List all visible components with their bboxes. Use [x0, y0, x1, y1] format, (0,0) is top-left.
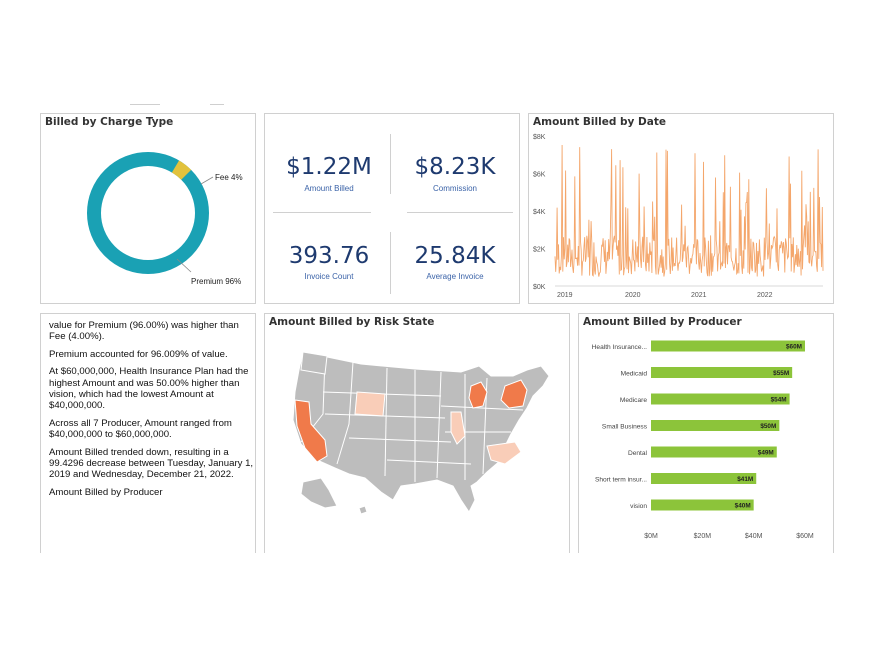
fee-data-label: Fee 4% [215, 173, 243, 182]
narrative-paragraph: Across all 7 Producer, Amount ranged fro… [49, 417, 232, 441]
x-tick-label: $60M [796, 533, 814, 540]
state-washington[interactable] [300, 351, 328, 375]
invoice-count-value: 393.76 [288, 243, 370, 269]
producer-bar[interactable] [651, 420, 780, 431]
y-tick-label: $2K [533, 247, 546, 254]
producer-bar[interactable] [651, 499, 754, 511]
kpi-horizontal-divider-right [407, 212, 513, 213]
risk-state-title: Amount Billed by Risk State [269, 316, 435, 328]
kpi-panel: $1.22M Amount Billed $8.23K Commission 3… [264, 113, 520, 304]
producer-data-label: $60M [786, 344, 802, 351]
y-tick-label: $8K [533, 134, 546, 141]
producer-data-label: $54M [771, 397, 787, 404]
state-carolinas[interactable] [486, 441, 522, 465]
narrative-paragraph: At $60,000,000, Health Insurance Plan ha… [49, 366, 249, 412]
producer-data-label: $55M [773, 370, 789, 377]
date-chart-panel: Amount Billed by Date $8K $6K $4K $2K $0K 201… [528, 113, 834, 304]
producer-category-label: Short term insur... [595, 477, 647, 484]
amount-billed-value: $1.22M [286, 154, 372, 180]
state-illinois[interactable] [450, 411, 466, 445]
producer-bar[interactable] [651, 340, 805, 352]
invoice-count-label: Invoice Count [304, 272, 354, 281]
producer-panel: Amount Billed by Producer Health Insuran… [578, 313, 834, 553]
producer-category-label: Medicaid [621, 371, 648, 378]
x-tick-label: 2021 [691, 292, 707, 299]
narrative-paragraph: Amount Billed by Producer [49, 486, 163, 498]
producer-data-label: $49M [758, 450, 774, 457]
state-oregon-california[interactable] [294, 399, 328, 463]
producer-data-label: $50M [760, 423, 776, 430]
state-borders [300, 357, 524, 482]
producer-category-label: Health Insurance... [592, 344, 648, 351]
narrative-paragraph: Premium accounted for 96.009% of value. [49, 348, 228, 360]
producer-bar[interactable] [651, 367, 793, 378]
premium-data-label: Premium 96% [191, 277, 241, 286]
y-tick-label: $6K [533, 172, 546, 179]
smart-narrative: value for Premium (96.00%) was higher th… [49, 320, 254, 504]
date-chart-title: Amount Billed by Date [533, 116, 666, 128]
x-tick-label: $0M [644, 533, 658, 540]
date-line-chart: $8K $6K $4K $2K $0K 2019 2020 2021 2022 [533, 134, 824, 299]
x-tick-label: 2020 [625, 292, 641, 299]
average-invoice-value: 25.84K [414, 243, 496, 269]
y-tick-label: $0K [533, 284, 546, 291]
producer-data-label: $40M [735, 503, 751, 510]
x-tick-label: 2019 [557, 292, 573, 299]
state-michigan[interactable] [468, 381, 488, 409]
narrative-paragraph: Amount Billed trended down, resulting in… [49, 446, 254, 481]
fee-leader-line [200, 176, 214, 185]
commission-value: $8.23K [414, 154, 496, 180]
producer-chart-title: Amount Billed by Producer [583, 316, 742, 328]
premium-ring[interactable] [87, 152, 209, 274]
top-artifact-line [210, 104, 224, 105]
charge-type-donut: Fee 4% Premium 96% [87, 152, 243, 286]
commission-label: Commission [432, 184, 477, 193]
top-artifact-line [130, 104, 160, 105]
producer-category-label: Dental [628, 450, 648, 457]
producer-bar-chart: Health Insurance... $60M Medicaid $55M Medic… [592, 340, 814, 540]
producer-bar[interactable] [651, 393, 790, 405]
producer-bar[interactable] [651, 446, 777, 458]
state-new-york[interactable] [500, 379, 528, 409]
producer-category-label: vision [630, 503, 647, 510]
kpi-horizontal-divider-left [273, 212, 371, 213]
state-wyoming[interactable] [354, 391, 386, 417]
y-tick-label: $4K [533, 209, 546, 216]
premium-leader-line [176, 258, 192, 273]
producer-data-label: $41M [737, 476, 753, 483]
charge-type-title: Billed by Charge Type [45, 116, 174, 128]
narrative-panel: value for Premium (96.00%) was higher th… [40, 313, 256, 553]
state-alaska[interactable] [300, 477, 338, 509]
producer-bar[interactable] [651, 473, 757, 484]
kpi-vertical-divider-top [390, 134, 391, 194]
narrative-paragraph: value for Premium (96.00%) was higher th… [49, 320, 239, 343]
state-hawaii[interactable] [358, 505, 368, 515]
risk-state-panel: Amount Billed by Risk State [264, 313, 570, 553]
x-tick-label: $40M [745, 533, 763, 540]
charge-type-panel: Billed by Charge Type Fee 4% Premium 96% [40, 113, 256, 304]
x-tick-label: $20M [694, 533, 712, 540]
amount-billed-label: Amount Billed [304, 184, 354, 193]
us-filled-map [292, 351, 550, 515]
producer-category-label: Medicare [620, 397, 647, 404]
fee-segment[interactable] [171, 160, 192, 180]
kpi-vertical-divider-bottom [390, 232, 391, 294]
amount-series-line[interactable] [554, 144, 824, 277]
average-invoice-label: Average Invoice [426, 272, 484, 281]
x-tick-label: 2022 [757, 292, 773, 299]
producer-category-label: Small Business [602, 424, 648, 431]
